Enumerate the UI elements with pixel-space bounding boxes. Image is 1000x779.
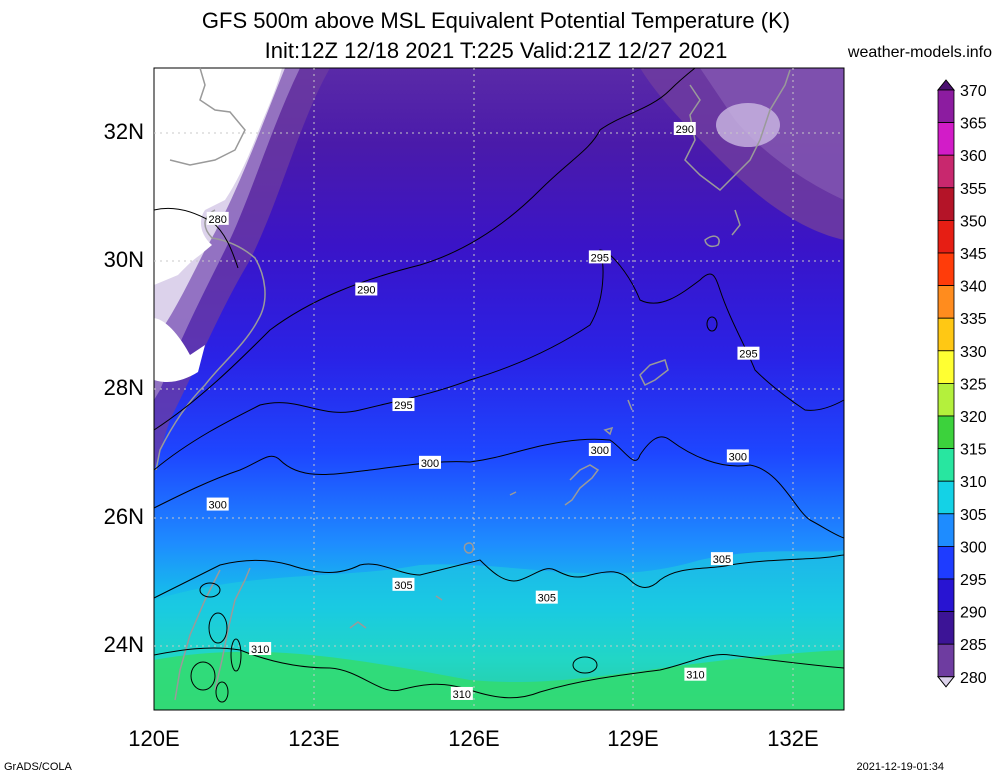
contour-label: 280 <box>206 211 229 226</box>
contour-label: 295 <box>737 346 760 361</box>
contour-label: 305 <box>535 590 558 605</box>
footer-software: GrADS/COLA <box>4 761 72 773</box>
y-tick-label: 26N <box>103 504 144 529</box>
svg-text:300: 300 <box>421 458 439 470</box>
colorbar-label: 310 <box>960 474 987 491</box>
colorbar-label: 280 <box>960 670 987 687</box>
colorbar-cap-top <box>936 79 956 91</box>
y-tick-label: 28N <box>103 375 144 400</box>
colorbar-label: 325 <box>960 376 987 393</box>
colorbar-swatch <box>937 480 955 515</box>
svg-text:280: 280 <box>209 214 227 226</box>
map-title: GFS 500m above MSL Equivalent Potential … <box>201 8 791 33</box>
colorbar-swatch <box>937 219 955 254</box>
colorbar-swatch <box>937 382 955 417</box>
colorbar-swatch <box>937 122 955 156</box>
svg-text:290: 290 <box>357 284 375 296</box>
contour-label: 305 <box>710 552 733 566</box>
colorbar-cap-bottom <box>936 676 956 688</box>
colorbar-swatch <box>937 415 955 449</box>
contour-label: 310 <box>450 686 473 701</box>
colorbar-label: 340 <box>960 279 987 296</box>
source-site: weather-models.info <box>847 44 992 61</box>
temperature-field <box>154 68 844 710</box>
svg-text:305: 305 <box>394 580 412 592</box>
y-tick-label: 24N <box>103 632 144 657</box>
colorbar-swatch <box>937 448 955 482</box>
contour-label: 310 <box>249 642 272 656</box>
svg-text:310: 310 <box>686 670 704 682</box>
colorbar-label: 360 <box>960 148 987 165</box>
map-subtitle: Init:12Z 12/18 2021 T:225 Valid:21Z 12/2… <box>264 38 728 63</box>
contour-label-layer: 280 290 290 295 295 295 300 300 300 300 305 305 305 3… <box>206 121 760 701</box>
colorbar-swatch <box>937 252 955 286</box>
colorbar-swatch <box>937 317 955 352</box>
colorbar-swatch <box>937 285 955 319</box>
colorbar-swatch <box>937 89 955 123</box>
colorbar-label: 300 <box>960 539 987 556</box>
colorbar-swatch <box>937 545 955 580</box>
svg-text:300: 300 <box>591 445 609 457</box>
svg-text:300: 300 <box>209 500 227 512</box>
colorbar-swatch <box>937 187 955 221</box>
colorbar-label: 330 <box>960 344 987 361</box>
contour-label: 300 <box>726 449 749 463</box>
colorbar-swatch <box>937 578 955 612</box>
svg-text:300: 300 <box>729 451 747 463</box>
contour-label: 290 <box>355 282 378 296</box>
svg-text:305: 305 <box>538 593 556 605</box>
svg-text:305: 305 <box>713 554 731 566</box>
colorbar-swatch <box>937 513 955 547</box>
coastlines <box>155 67 791 701</box>
contour-label: 305 <box>392 577 415 592</box>
colorbar-label: 355 <box>960 181 987 198</box>
svg-text:310: 310 <box>453 689 471 701</box>
y-tick-label: 30N <box>103 247 144 272</box>
y-tick-label: 32N <box>103 119 144 144</box>
colorbar-swatch <box>937 154 955 189</box>
x-tick-label: 126E <box>448 726 500 751</box>
colorbar-swatch <box>937 350 955 384</box>
svg-text:310: 310 <box>251 644 269 656</box>
colorbar-swatch <box>937 643 955 678</box>
colorbar-label: 365 <box>960 116 987 133</box>
svg-text:290: 290 <box>676 124 694 136</box>
contour-label: 310 <box>684 667 707 682</box>
colorbar-label: 305 <box>960 507 987 524</box>
contour-label: 295 <box>588 250 611 264</box>
svg-text:295: 295 <box>394 400 412 412</box>
colorbar-label: 320 <box>960 409 987 426</box>
svg-text:295: 295 <box>739 349 757 361</box>
colorbar-label: 335 <box>960 311 987 328</box>
colorbar-label: 345 <box>960 246 987 263</box>
colorbar-label: 370 <box>960 83 987 100</box>
footer-timestamp: 2021-12-19-01:34 <box>856 761 944 773</box>
colorbar: 370 365 360 355 350 345 340 335 330 325 320 315 310 3… <box>936 79 987 688</box>
contour-label: 300 <box>206 497 229 512</box>
contour-label: 300 <box>419 455 441 470</box>
colorbar-label: 290 <box>960 605 987 622</box>
contour-label: 290 <box>673 121 696 136</box>
colorbar-label: 315 <box>960 442 987 459</box>
colorbar-label: 350 <box>960 213 987 230</box>
contour-label: 295 <box>392 398 415 412</box>
x-tick-label: 129E <box>607 726 659 751</box>
contour-label: 300 <box>588 442 611 457</box>
colorbar-swatch <box>937 611 955 645</box>
svg-text:295: 295 <box>591 252 609 264</box>
colorbar-label: 295 <box>960 572 987 589</box>
colorbar-label: 285 <box>960 637 987 654</box>
x-tick-label: 123E <box>288 726 340 751</box>
x-tick-label: 120E <box>128 726 180 751</box>
x-tick-label: 132E <box>767 726 819 751</box>
